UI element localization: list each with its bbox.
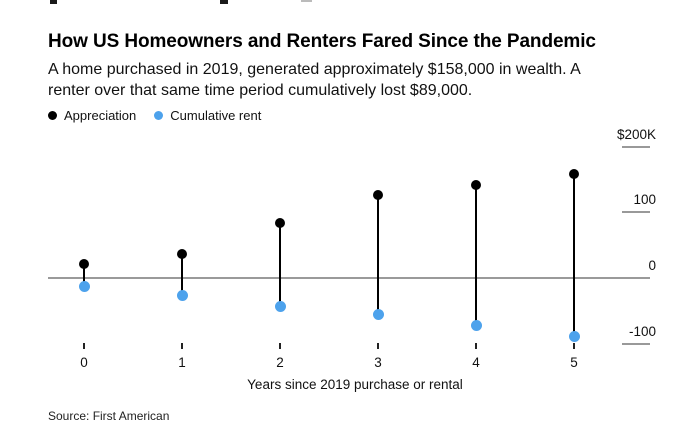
x-axis-tick-label: 0 (80, 355, 88, 370)
dumbbell-stick (475, 184, 477, 326)
legend-label-appreciation: Appreciation (64, 108, 137, 123)
page-title: How US Homeowners and Renters Fared Sinc… (48, 31, 596, 52)
x-axis-tick-label: 3 (374, 355, 382, 370)
cumulative-rent-point (176, 290, 188, 302)
cumulative-rent-dot-icon (154, 111, 164, 120)
dumbbell-stick (181, 253, 183, 296)
cropped-text-artifact (220, 0, 228, 4)
y-axis-tick-label: $200K (616, 126, 656, 142)
dumbbell-stick (377, 194, 379, 315)
y-axis-tick-dash (622, 342, 650, 345)
appreciation-point (275, 218, 285, 229)
cumulative-rent-point (470, 320, 482, 332)
y-axis-tick-label: 0 (648, 258, 656, 273)
subtitle-line-2: renter over that same time period cumula… (48, 82, 473, 99)
dumbbell-stick (573, 174, 575, 337)
source-note: Source: First American (48, 409, 170, 423)
appreciation-dot-icon (48, 111, 57, 120)
zero-baseline (48, 277, 650, 279)
x-axis-tick-mark (573, 343, 575, 349)
appreciation-point (177, 248, 187, 259)
x-axis-tick-label: 5 (570, 355, 578, 370)
appreciation-point (79, 259, 89, 270)
dumbbell-stick (83, 264, 85, 287)
x-axis-tick-mark (475, 343, 477, 349)
appreciation-point (373, 189, 383, 200)
dumbbell-stick (279, 223, 281, 307)
x-axis-tick-label: 2 (276, 355, 284, 370)
cumulative-rent-point (372, 309, 384, 321)
legend-label-cumulative-rent: Cumulative rent (170, 108, 262, 123)
x-axis-tick-label: 4 (472, 355, 480, 370)
x-axis-tick-mark (279, 343, 281, 349)
x-axis-title: Years since 2019 purchase or rental (247, 377, 463, 392)
cumulative-rent-point (274, 300, 286, 312)
x-axis-tick-label: 1 (178, 355, 186, 370)
cumulative-rent-point (78, 281, 90, 293)
y-axis-tick-label: -100 (628, 323, 656, 339)
x-axis-tick-mark (181, 343, 183, 349)
legend-item-appreciation: Appreciation (48, 108, 136, 123)
cumulative-rent-point (568, 330, 580, 342)
y-axis-tick-dash (622, 211, 650, 214)
x-axis-tick-mark (83, 343, 85, 349)
appreciation-point (471, 179, 481, 190)
legend-item-cumulative-rent: Cumulative rent (154, 108, 261, 123)
y-axis-tick-label: 100 (633, 192, 656, 208)
subtitle-line-1: A home purchased in 2019, generated appr… (48, 61, 581, 78)
x-axis-tick-mark (377, 343, 379, 349)
cropped-text-artifact (50, 0, 57, 4)
y-axis-tick-dash (622, 145, 650, 148)
chart-legend: Appreciation Cumulative rent (48, 108, 261, 123)
appreciation-point (569, 169, 579, 180)
chart-subtitle: A home purchased in 2019, generated appr… (48, 59, 648, 101)
cropped-text-artifact (301, 0, 312, 2)
